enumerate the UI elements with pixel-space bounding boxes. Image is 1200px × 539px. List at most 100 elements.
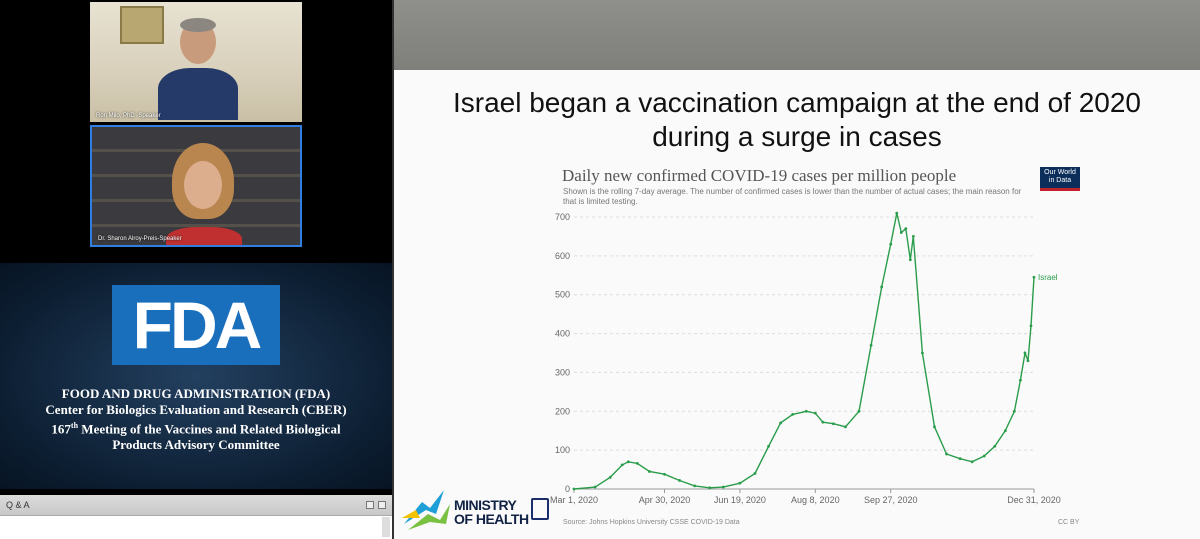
ministry-of-health-text: MINISTRY OF HEALTH [454,498,529,526]
x-tick-label: Mar 1, 2020 [550,495,598,505]
y-tick-label: 600 [555,251,570,261]
panel-divider [392,0,394,539]
data-point [958,457,962,461]
fda-line-2: Center for Biologics Evaluation and Rese… [45,402,347,417]
qa-header[interactable]: Q & A [0,495,392,516]
fda-meeting-info: FOOD AND DRUG ADMINISTRATION (FDA) Cente… [0,386,392,453]
x-tick-label: Apr 30, 2020 [639,495,691,505]
slide-title-line-2: during a surge in cases [652,121,942,152]
video-tile-speaker-2[interactable]: Dr. Sharon Alroy-Preis-Speaker [90,125,302,247]
data-point [908,258,912,262]
y-tick-label: 0 [565,484,570,494]
data-point [889,242,893,246]
chart-source: Source: Johns Hopkins University CSSE CO… [563,519,740,526]
data-point [648,470,651,473]
data-point [821,420,825,424]
data-point [880,285,884,289]
slide-title: Israel began a vaccination campaign at t… [394,86,1200,154]
slide-top-bar [394,0,1200,70]
meeting-number-suffix: th [70,421,79,430]
data-point [753,472,757,475]
state-emblem-icon [531,498,549,520]
y-tick-label: 300 [555,367,570,377]
data-point [635,461,639,465]
data-point [813,411,817,415]
data-point [1003,429,1007,433]
data-point [779,421,783,425]
y-tick-label: 200 [555,406,570,416]
speaker-1-figure [152,16,242,120]
x-tick-label: Sep 27, 2020 [864,495,918,505]
data-point [620,463,624,467]
data-point [593,485,597,489]
data-point [1029,324,1033,328]
data-point [1032,275,1036,279]
data-point [1026,359,1030,363]
data-point [899,231,903,234]
data-point [738,481,742,485]
owid-line-2: in Data [1048,177,1072,184]
data-point [933,425,936,429]
qa-title: Q & A [6,500,30,510]
x-tick-label: Aug 8, 2020 [791,495,840,505]
qa-panel[interactable]: Q & A [0,495,392,539]
qa-scrollbar[interactable] [382,517,390,537]
data-point [832,422,835,426]
data-point [904,227,908,231]
left-column: Ron Milo, PhD -Speaker Dr. Sharon Alroy-… [0,0,392,539]
presentation-slide: Israel began a vaccination campaign at t… [394,70,1200,539]
y-tick-label: 700 [555,212,570,222]
y-tick-label: 100 [555,445,570,455]
fda-line-3-text: Meeting of the Vaccines and Related Biol… [78,421,341,437]
y-tick-label: 500 [555,290,570,300]
data-point [626,460,630,464]
data-point [945,452,948,456]
moh-line-2: OF HEALTH [454,511,529,527]
fda-title-panel: FDA FOOD AND DRUG ADMINISTRATION (FDA) C… [0,263,392,489]
data-point [1023,351,1027,355]
data-point [791,412,795,416]
data-point [970,460,974,464]
fda-logo-text: FDA [132,288,263,362]
data-point [895,211,899,215]
wall-picture [120,6,164,44]
meeting-number: 167 [51,421,71,437]
owid-line-1: Our World [1044,169,1076,176]
data-point [857,409,861,413]
speaker-2-name: Dr. Sharon Alroy-Preis-Speaker [98,236,182,242]
ministry-of-health-logo-icon [402,490,450,530]
data-point [1019,378,1022,382]
cases-line-chart: 0 100 200 300 400 500 600 700 Mar 1, 2020 Apr 30,… [550,211,1061,505]
series-line-israel [573,212,1035,490]
fda-line-4: Products Advisory Committee [112,437,280,453]
data-point [678,479,681,482]
fda-line-1: FOOD AND DRUG ADMINISTRATION (FDA) [61,386,331,401]
speaker-1-name: Ron Milo, PhD -Speaker [96,113,161,119]
slide-title-line-1: Israel began a vaccination campaign at t… [452,87,1142,118]
x-tick-label: Dec 31, 2020 [1007,495,1061,505]
qa-maximize-button[interactable] [378,501,386,509]
data-point [920,351,924,355]
data-point [804,409,808,413]
speaker-2-figure [158,141,248,245]
video-tile-speaker-1[interactable]: Ron Milo, PhD -Speaker [90,2,302,122]
data-point [911,235,915,238]
data-point [844,425,847,429]
chart-license: CC BY [1058,519,1080,526]
fda-logo: FDA [112,285,280,365]
fda-line-3: 167th Meeting of the Vaccines and Relate… [0,418,392,437]
qa-minimize-button[interactable] [366,501,374,509]
data-point [608,475,612,479]
owid-logo: Our World in Data [1040,167,1080,191]
data-point [1012,409,1016,413]
data-point [572,487,576,491]
data-point [869,343,873,347]
x-tick-label: Jun 19, 2020 [714,495,766,505]
data-point [693,484,697,488]
data-point [993,444,997,448]
data-point [663,472,666,476]
data-point [982,454,986,458]
series-label: Israel [1038,273,1058,282]
data-point [767,444,770,448]
chart-subtitle: Shown is the rolling 7-day average. The … [563,187,1022,206]
